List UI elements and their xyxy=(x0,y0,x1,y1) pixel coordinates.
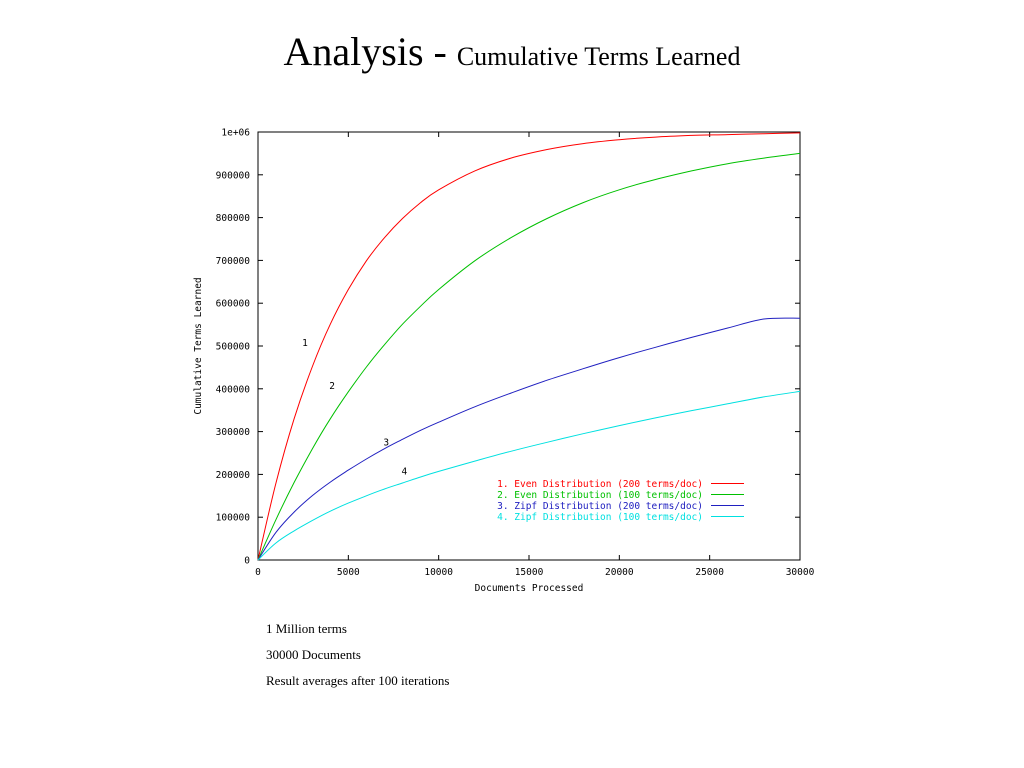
y-tick-label: 500000 xyxy=(216,342,251,353)
series-line-3 xyxy=(257,317,801,561)
y-tick-label: 400000 xyxy=(216,384,251,395)
note-iterations: Result averages after 100 iterations xyxy=(266,673,450,688)
series-line-1 xyxy=(257,132,801,561)
y-tick-label: 1e+06 xyxy=(221,128,250,139)
series-label-3: 3 xyxy=(383,437,389,448)
series-label-1: 1 xyxy=(302,338,308,349)
slide-title: Analysis - Cumulative Terms Learned xyxy=(0,28,1024,75)
legend-entry-2: 2. Even Distribution (100 terms/doc) xyxy=(497,490,703,501)
x-tick-label: 30000 xyxy=(786,567,815,578)
series-labels: 1 2 3 4 xyxy=(302,338,407,477)
legend-entry-4: 4. Zipf Distribution (100 terms/doc) xyxy=(497,512,703,523)
y-tick-label: 600000 xyxy=(216,299,251,310)
x-tick-label: 0 xyxy=(255,567,261,578)
note-documents: 30000 Documents xyxy=(266,647,361,662)
series-label-2: 2 xyxy=(329,381,335,392)
slide-title-sub: Cumulative Terms Learned xyxy=(456,42,741,71)
series-lines xyxy=(257,132,801,561)
y-tick-label: 900000 xyxy=(216,170,251,181)
legend: 1. Even Distribution (200 terms/doc)2. E… xyxy=(497,479,744,523)
legend-entry-1: 1. Even Distribution (200 terms/doc) xyxy=(497,479,703,490)
y-tick-label: 700000 xyxy=(216,256,251,267)
y-tick-labels: 0 100000 200000 300000 400000 500000 600000 700… xyxy=(216,128,251,567)
y-axis-label: Cumulative Terms Learned xyxy=(193,277,204,414)
x-tick-label: 5000 xyxy=(337,567,360,578)
y-tick-label: 100000 xyxy=(216,513,251,524)
y-tick-label: 300000 xyxy=(216,427,251,438)
x-tick-label: 25000 xyxy=(695,567,724,578)
x-tick-labels: 0 5000 10000 15000 20000 25000 30000 xyxy=(255,567,814,578)
axis-ticks xyxy=(257,131,801,561)
x-tick-label: 10000 xyxy=(424,567,453,578)
slide-title-main: Analysis - xyxy=(283,29,457,74)
x-axis-label: Documents Processed xyxy=(475,583,584,594)
series-label-4: 4 xyxy=(401,466,407,477)
legend-entry-3: 3. Zipf Distribution (200 terms/doc) xyxy=(497,501,703,512)
series-line-2 xyxy=(257,152,801,561)
x-tick-label: 15000 xyxy=(515,567,544,578)
series-line-4 xyxy=(257,390,801,561)
note-terms: 1 Million terms xyxy=(266,621,347,636)
x-tick-label: 20000 xyxy=(605,567,634,578)
notes: 1 Million terms 30000 Documents Result a… xyxy=(266,620,449,698)
y-tick-label: 0 xyxy=(244,556,250,567)
y-tick-label: 200000 xyxy=(216,470,251,481)
y-tick-label: 800000 xyxy=(216,213,251,224)
